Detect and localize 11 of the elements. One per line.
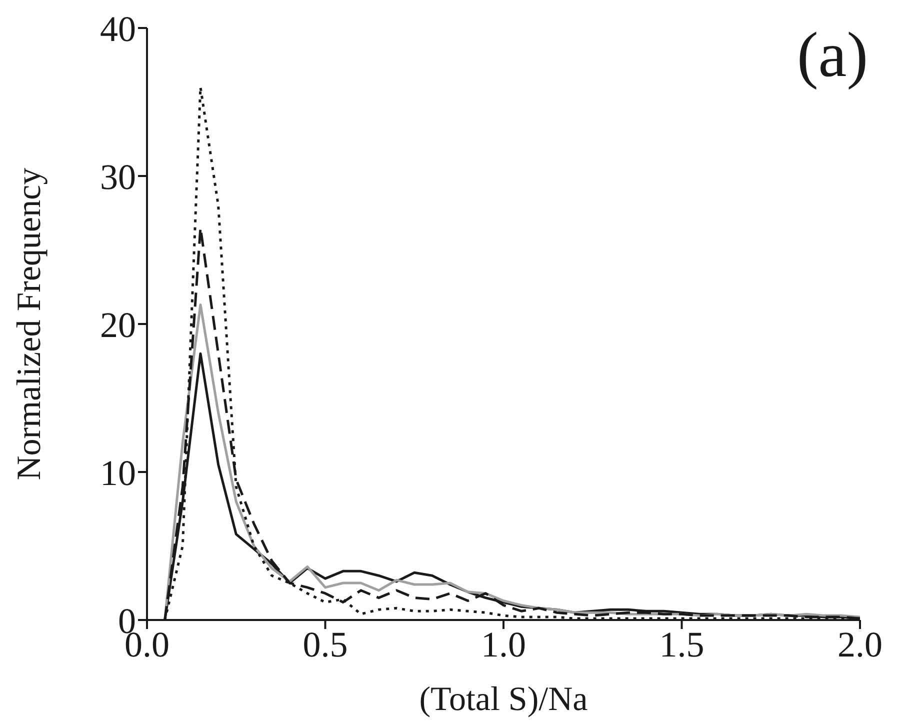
annotation: (a)	[796, 18, 868, 92]
y-tick-label: 30	[100, 156, 136, 197]
x-tick-label: 1.5	[659, 624, 704, 665]
y-tick-label: 40	[100, 8, 136, 49]
x-tick-label: 0.5	[302, 624, 348, 665]
y-axis-title: Normalized Frequency	[11, 168, 48, 480]
x-axis-title: (Total S)/Na	[419, 681, 588, 718]
x-tick-label: 2.0	[838, 624, 882, 665]
y-tick-label: 20	[100, 304, 136, 345]
x-tick-label: 1.0	[481, 624, 526, 665]
y-tick-label: 10	[100, 452, 136, 493]
